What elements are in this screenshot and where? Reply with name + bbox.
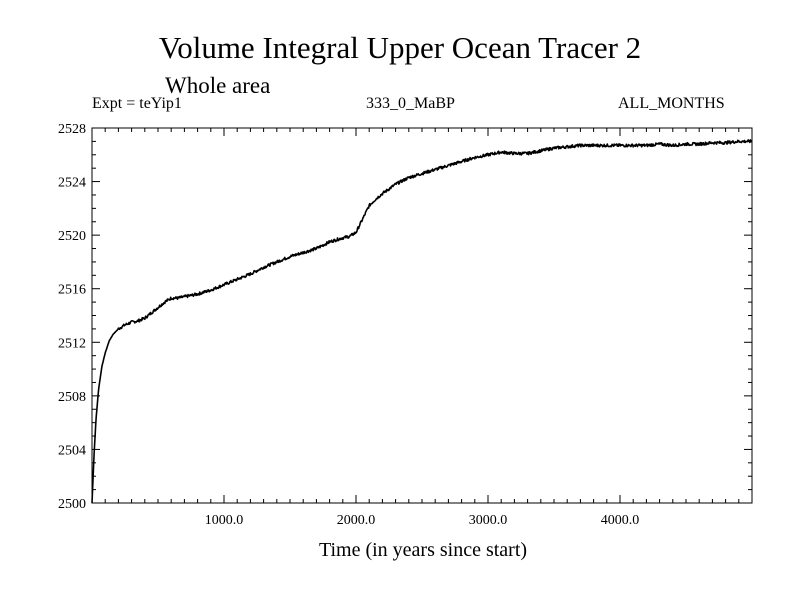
y-tick-label: 2500 — [58, 497, 86, 512]
y-tick-label: 2512 — [58, 336, 86, 351]
y-tick-label: 2504 — [58, 443, 86, 458]
y-tick-label: 2508 — [58, 390, 86, 405]
x-axis-label: Time (in years since start) — [318, 539, 528, 561]
chart-subtitle: Whole area — [165, 73, 271, 98]
axis-tick-labels: 1000.0 2000.0 3000.0 4000.0 2500 2504 2508 2512… — [58, 122, 639, 528]
y-tick-label: 2524 — [58, 176, 86, 191]
period-label: 333_0_MaBP — [366, 95, 455, 112]
x-tick-label: 2000.0 — [337, 513, 376, 528]
y-tick-label: 2520 — [58, 229, 86, 244]
months-label: ALL_MONTHS — [618, 95, 725, 112]
x-tick-label: 1000.0 — [205, 513, 244, 528]
y-tick-label: 2528 — [58, 122, 86, 137]
x-tick-label: 4000.0 — [601, 513, 640, 528]
experiment-label: Expt = teYip1 — [92, 95, 182, 112]
plot-frame — [91, 127, 753, 504]
y-tick-label: 2516 — [58, 283, 86, 298]
axis-ticks — [92, 128, 752, 503]
chart-title: Volume Integral Upper Ocean Tracer 2 — [158, 30, 642, 65]
series-line — [91, 139, 753, 504]
x-tick-label: 3000.0 — [469, 513, 508, 528]
